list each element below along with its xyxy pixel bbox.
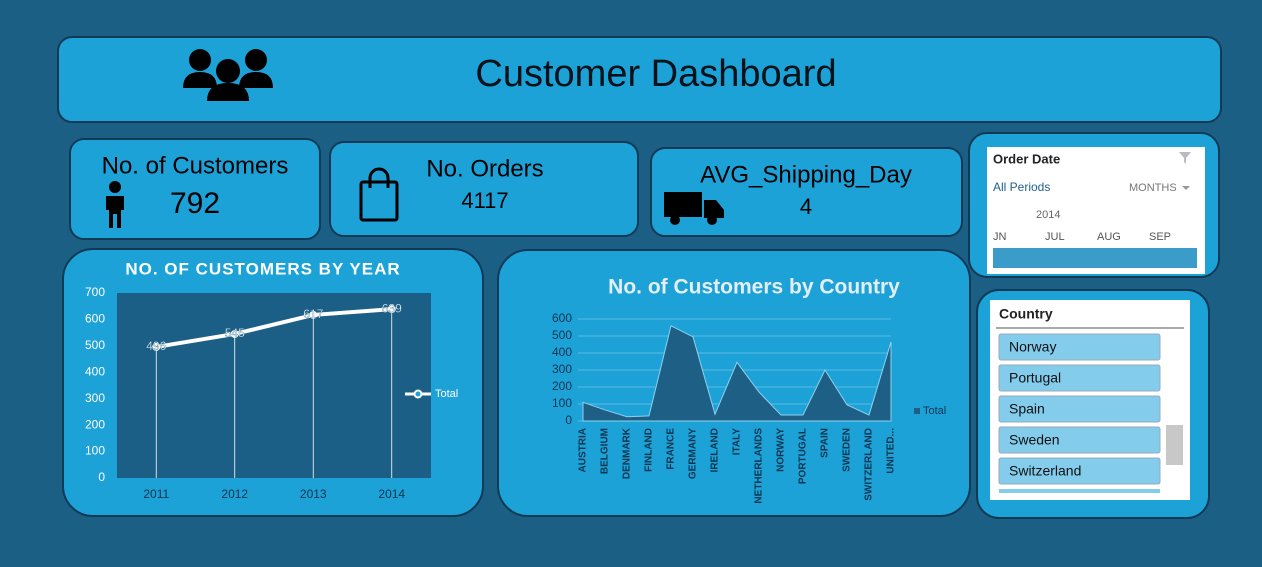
truck-icon: [664, 192, 724, 225]
timeline-title: Order Date: [993, 151, 1060, 166]
legend-label: Total: [435, 388, 458, 400]
timeline-month: SEP: [1149, 231, 1171, 243]
slicer-title: Country: [999, 306, 1053, 322]
kpi-value: 4: [800, 194, 812, 219]
y-tick-label: 600: [552, 311, 572, 325]
data-label: 545: [225, 326, 245, 340]
x-tick-label: 2014: [378, 487, 405, 501]
kpi-card: [329, 141, 639, 237]
timeline-month: AUG: [1097, 231, 1121, 243]
y-tick-label: 600: [85, 312, 105, 326]
timeline-year: 2014: [1036, 209, 1060, 221]
data-label: 639: [382, 301, 402, 315]
people-icon: [183, 49, 273, 101]
slicer-item[interactable]: [998, 333, 1161, 361]
y-tick-label: 0: [565, 413, 572, 427]
line-point: [152, 342, 161, 351]
x-tick-label: ITALY: [732, 428, 743, 456]
y-tick-label: 300: [552, 362, 572, 376]
chart-title: No. of Customers by Country: [608, 276, 900, 299]
scrollbar-thumb[interactable]: [1166, 425, 1183, 465]
timeline-periods[interactable]: All Periods: [993, 180, 1050, 194]
x-tick-label: NORWAY: [776, 428, 787, 472]
slicer-item[interactable]: [998, 395, 1161, 423]
legend-label: Total: [923, 405, 946, 417]
slicer-item-label: Switzerland: [1009, 463, 1081, 479]
x-tick-label: SPAIN: [820, 428, 831, 458]
kpi-value: 4117: [461, 188, 508, 213]
y-tick-label: 400: [552, 345, 572, 359]
bag-icon: [359, 167, 399, 222]
slicer-item-label: Norway: [1009, 339, 1056, 355]
dashboard-title: Customer Dashboard: [475, 53, 836, 95]
x-tick-label: AUSTRIA: [578, 428, 589, 472]
timeline-view[interactable]: MONTHS: [1129, 182, 1177, 194]
slicer-item[interactable]: [998, 426, 1161, 454]
header-panel: [57, 36, 1222, 123]
y-tick-label: 100: [85, 444, 105, 458]
area-series: [582, 325, 892, 422]
x-tick-label: FINLAND: [644, 428, 655, 472]
timeline-bar[interactable]: [993, 248, 1197, 268]
x-tick-label: BELGIUM: [600, 428, 611, 474]
y-tick-label: 100: [552, 396, 572, 410]
slicer-item: [999, 489, 1160, 493]
line-point: [387, 305, 396, 314]
y-tick-label: 200: [85, 417, 105, 431]
x-tick-label: UNITED...: [886, 428, 897, 474]
x-tick-label: DENMARK: [622, 427, 633, 479]
x-tick-label: 2013: [300, 487, 327, 501]
kpi-card: [650, 147, 963, 237]
data-label: 617: [303, 307, 323, 321]
x-tick-label: SWITZERLAND: [864, 428, 875, 501]
slicer-item-label: Sweden: [1009, 432, 1060, 448]
kpi-label: AVG_Shipping_Day: [700, 161, 912, 188]
slicer-item-label: Spain: [1009, 401, 1045, 417]
x-tick-label: GERMANY: [688, 428, 699, 479]
x-tick-label: IRELAND: [710, 428, 721, 472]
data-label: 496: [146, 339, 166, 353]
slicer-item-label: Portugal: [1009, 370, 1061, 386]
line-series: [155, 307, 392, 349]
clear-filter-icon[interactable]: [1179, 152, 1191, 164]
chart-title: NO. OF CUSTOMERS BY YEAR: [125, 259, 400, 278]
kpi-label: No. Orders: [426, 155, 543, 182]
y-tick-label: 500: [552, 328, 572, 342]
x-tick-label: NETHERLANDS: [754, 428, 765, 504]
kpi-label: No. of Customers: [102, 152, 289, 179]
slicer-item[interactable]: [998, 364, 1161, 392]
x-tick-label: SWEDEN: [842, 428, 853, 472]
kpi-value: 792: [170, 187, 220, 220]
line-point: [230, 329, 239, 338]
timeline-month: JUL: [1045, 231, 1065, 243]
timeline-month: JN: [993, 231, 1007, 243]
y-tick-label: 0: [98, 470, 105, 484]
x-tick-label: FRANCE: [666, 428, 677, 470]
y-tick-label: 700: [85, 285, 105, 299]
y-tick-label: 400: [85, 364, 105, 378]
line-point: [309, 310, 318, 319]
person-icon: [106, 181, 124, 228]
y-tick-label: 300: [85, 391, 105, 405]
plot-area: [117, 293, 431, 478]
x-tick-label: 2011: [143, 487, 169, 501]
kpi-card: [69, 138, 321, 240]
slicer-item[interactable]: [998, 457, 1161, 485]
legend-swatch: [914, 408, 920, 414]
y-tick-label: 500: [85, 338, 105, 352]
y-tick-label: 200: [552, 379, 572, 393]
x-tick-label: 2012: [221, 487, 248, 501]
legend-swatch: [413, 389, 423, 399]
dropdown-arrow: [1182, 186, 1190, 190]
x-tick-label: PORTUGAL: [798, 428, 809, 484]
